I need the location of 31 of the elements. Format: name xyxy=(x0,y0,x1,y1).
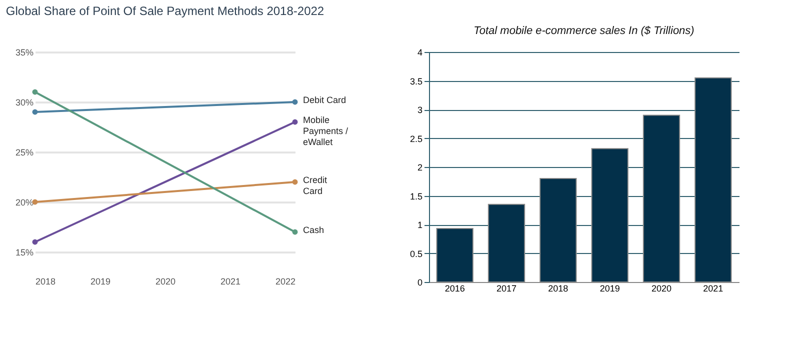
y-tick-label: 2.5 xyxy=(410,134,422,144)
y-tick-label: 1.5 xyxy=(410,191,422,202)
x-tick-label: 2020 xyxy=(155,276,176,286)
y-tick-label: 15% xyxy=(15,248,34,258)
x-tick-label: 2016 xyxy=(444,284,465,294)
x-tick-label: 2018 xyxy=(548,284,568,294)
x-tick-label: 2019 xyxy=(90,276,111,286)
series-label: Credit Card xyxy=(303,175,328,196)
y-tick-label: 20% xyxy=(15,198,34,208)
y-tick-label: 35% xyxy=(15,48,34,58)
series-label: Mobile Payments / eWallet xyxy=(303,115,349,147)
x-tick-label: 2022 xyxy=(275,276,296,286)
x-tick-label: 2021 xyxy=(703,284,724,294)
x-tick-label: 2020 xyxy=(651,284,672,294)
y-tick-label: 3.5 xyxy=(410,76,422,86)
chart-title: Total mobile e-commerce sales In ($ Trillions) xyxy=(474,25,695,37)
y-tick-label: 3 xyxy=(417,105,422,115)
x-tick-label: 2021 xyxy=(220,276,241,286)
y-tick-label: 0 xyxy=(417,278,422,288)
y-tick-label: 1 xyxy=(417,220,422,230)
chart-title: Global Share of Point Of Sale Payment Methods 2018-2022 xyxy=(6,4,324,18)
y-tick-label: 25% xyxy=(15,148,34,158)
y-tick-label: 4 xyxy=(417,48,422,58)
y-tick-label: 0.5 xyxy=(410,248,422,259)
x-tick-label: 2018 xyxy=(36,276,56,286)
y-tick-label: 2 xyxy=(417,162,422,172)
y-tick-label: 30% xyxy=(15,98,34,108)
x-tick-label: 2017 xyxy=(496,284,517,294)
x-tick-label: 2019 xyxy=(600,284,620,294)
series-label: Debit Card xyxy=(303,95,346,105)
series-label: Cash xyxy=(303,225,324,235)
